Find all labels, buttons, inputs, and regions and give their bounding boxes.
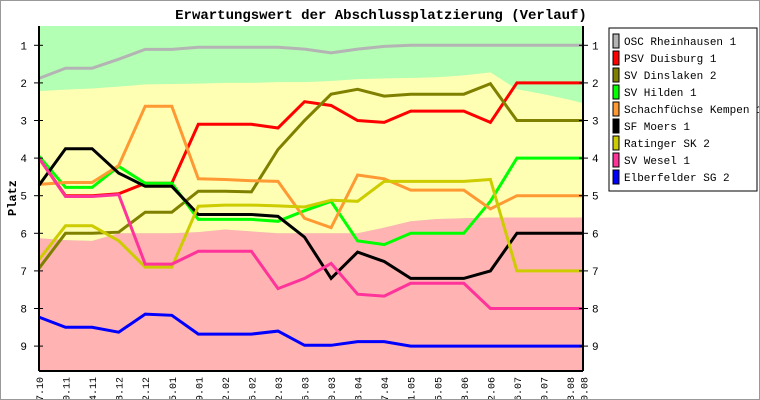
x-tick-label: 22.12 — [142, 377, 153, 399]
x-tick-label: 08.06 — [461, 377, 472, 399]
legend-label: SF Moers 1 — [624, 122, 690, 134]
chart-title: Erwartungswert der Abschlussplatzierung … — [175, 8, 587, 24]
y-tick-label-right: 7 — [592, 267, 599, 279]
y-tick-label-left: 8 — [20, 305, 27, 317]
x-tick-label: 27.04 — [381, 377, 392, 399]
x-tick-label: 05.01 — [169, 377, 180, 399]
x-tick-label: 13.04 — [355, 377, 366, 399]
x-tick-label: 27.10 — [36, 377, 47, 399]
y-tick-label-left: 5 — [20, 192, 27, 204]
series-line-sv-wesel-1 — [37, 157, 584, 310]
y-tick-label-right: 4 — [592, 154, 599, 166]
y-tick-label-left: 1 — [20, 41, 27, 53]
series-line-sv-hilden-1 — [37, 155, 584, 247]
legend-label: Ratinger SK 2 — [624, 139, 710, 151]
legend-label: Elberfelder SG 2 — [624, 173, 730, 185]
legend-label: SV Wesel 1 — [624, 156, 690, 168]
legend-swatch — [612, 67, 620, 83]
x-tick-label: 10.08 — [580, 377, 591, 399]
x-tick-label: 16.02 — [248, 377, 259, 399]
y-tick-label-right: 5 — [592, 192, 599, 204]
series-line-sv-dinslaken-2 — [37, 81, 584, 270]
band-bottom — [39, 217, 584, 371]
y-tick-label-left: 6 — [20, 229, 27, 241]
y-tick-label-right: 8 — [592, 305, 599, 317]
series-line-osc-rheinhausen-1 — [38, 43, 584, 80]
series-line-schachf-chse-kempen-1 — [38, 104, 584, 230]
axes: 1 1 2 2 3 3 4 4 5 5 6 6 7 7 8 8 9 9 27.10 10.11 24.11 08.12 22… — [20, 26, 599, 399]
y-tick-label-right: 2 — [592, 79, 599, 91]
y-axis-label: Platz — [6, 180, 20, 216]
x-tick-label: 03.08 — [567, 377, 578, 399]
legend-swatch — [612, 84, 620, 100]
legend-label: SV Dinslaken 2 — [624, 71, 716, 83]
legend-swatch — [612, 101, 620, 117]
legend-swatch — [612, 50, 620, 66]
legend-label: OSC Rheinhausen 1 — [624, 37, 737, 49]
x-tick-label: 24.11 — [89, 377, 100, 399]
legend-box — [608, 27, 758, 192]
x-tick-label: 08.12 — [116, 377, 127, 399]
x-tick-label: 02.02 — [222, 377, 233, 399]
x-tick-label: 19.01 — [195, 377, 206, 399]
x-tick-label: 11.05 — [408, 377, 419, 399]
y-tick-label-left: 2 — [20, 79, 27, 91]
x-tick-label: 25.05 — [434, 377, 445, 399]
legend-label: SV Hilden 1 — [624, 88, 697, 100]
x-tick-label: 06.07 — [514, 377, 525, 399]
x-tick-label: 30.03 — [328, 377, 339, 399]
y-tick-label-left: 3 — [20, 117, 27, 129]
legend-swatch — [612, 152, 620, 168]
legend-label: Schachfüchse Kempen 1 — [624, 105, 759, 117]
series-line-sf-moers-1 — [37, 147, 584, 281]
y-tick-label-right: 9 — [592, 342, 599, 354]
x-tick-label: 22.06 — [487, 377, 498, 399]
legend-swatch — [612, 33, 620, 49]
x-tick-label: 20.07 — [540, 377, 551, 399]
x-tick-label: 10.11 — [63, 377, 74, 399]
y-tick-label-right: 6 — [592, 229, 599, 241]
y-tick-label-right: 1 — [592, 41, 599, 53]
legend-label: PSV Duisburg 1 — [624, 54, 717, 66]
x-tick-label: 16.03 — [302, 377, 313, 399]
y-tick-label-right: 3 — [592, 117, 599, 129]
y-tick-label-left: 4 — [20, 154, 27, 166]
y-tick-label-left: 7 — [20, 267, 27, 279]
y-tick-label-left: 9 — [20, 342, 27, 354]
x-tick-label: 02.03 — [275, 377, 286, 399]
legend-swatch — [612, 118, 620, 134]
legend-swatch — [612, 135, 620, 151]
series-line-elberfelder-sg-2 — [38, 312, 584, 348]
series-lines — [37, 43, 584, 348]
legend: OSC Rheinhausen 1 PSV Duisburg 1 SV Dinsla… — [608, 27, 759, 192]
series-line-ratinger-sk-2 — [37, 177, 584, 273]
legend-swatch — [612, 169, 620, 185]
